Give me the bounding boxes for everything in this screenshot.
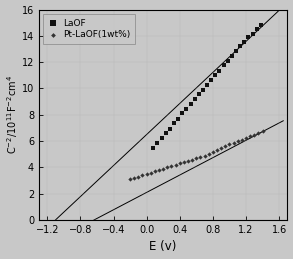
Pt-LaOF(1wt%)	[215, 148, 219, 152]
Pt-LaOF(1wt%)	[219, 146, 224, 150]
Pt-LaOF(1wt%)	[177, 161, 182, 166]
Pt-LaOF(1wt%)	[165, 165, 170, 169]
LaOF	[234, 49, 239, 53]
Pt-LaOF(1wt%)	[256, 131, 261, 135]
LaOF	[184, 107, 189, 111]
LaOF	[225, 59, 230, 63]
Pt-LaOF(1wt%)	[136, 175, 141, 179]
Pt-LaOF(1wt%)	[194, 156, 199, 160]
LaOF	[151, 146, 156, 150]
LaOF	[192, 97, 197, 101]
Pt-LaOF(1wt%)	[190, 157, 195, 162]
LaOF	[172, 121, 176, 125]
LaOF	[258, 23, 263, 27]
LaOF	[213, 73, 218, 77]
LaOF	[217, 69, 222, 73]
LaOF	[196, 92, 201, 96]
Pt-LaOF(1wt%)	[157, 168, 161, 172]
Pt-LaOF(1wt%)	[211, 149, 215, 154]
LaOF	[159, 136, 164, 141]
LaOF	[250, 32, 255, 36]
Pt-LaOF(1wt%)	[132, 176, 137, 180]
LaOF	[254, 27, 259, 31]
Pt-LaOF(1wt%)	[248, 134, 253, 139]
Pt-LaOF(1wt%)	[153, 169, 157, 174]
LaOF	[238, 44, 243, 48]
Pt-LaOF(1wt%)	[252, 132, 257, 136]
LaOF	[246, 35, 251, 39]
Pt-LaOF(1wt%)	[231, 141, 236, 145]
X-axis label: E (v): E (v)	[149, 240, 177, 254]
LaOF	[176, 117, 180, 121]
Pt-LaOF(1wt%)	[182, 160, 186, 164]
Pt-LaOF(1wt%)	[223, 144, 228, 148]
Pt-LaOF(1wt%)	[206, 152, 211, 156]
LaOF	[201, 88, 205, 92]
Pt-LaOF(1wt%)	[173, 163, 178, 167]
LaOF	[221, 63, 226, 68]
Pt-LaOF(1wt%)	[227, 142, 232, 146]
LaOF	[242, 40, 247, 44]
Pt-LaOF(1wt%)	[128, 177, 132, 181]
LaOF	[188, 102, 193, 106]
Pt-LaOF(1wt%)	[235, 139, 240, 143]
Pt-LaOF(1wt%)	[198, 155, 203, 159]
LaOF	[163, 131, 168, 135]
LaOF	[209, 78, 214, 82]
LaOF	[168, 127, 172, 131]
LaOF	[205, 82, 209, 87]
LaOF	[230, 54, 234, 58]
Y-axis label: C$^{-2}$/10$^{11}$F$^{-2}$cm$^{4}$: C$^{-2}$/10$^{11}$F$^{-2}$cm$^{4}$	[6, 75, 20, 154]
LaOF	[180, 111, 185, 116]
LaOF	[155, 141, 160, 145]
Legend: LaOF, Pt-LaOF(1wt%): LaOF, Pt-LaOF(1wt%)	[43, 14, 135, 44]
Pt-LaOF(1wt%)	[149, 171, 153, 175]
Pt-LaOF(1wt%)	[260, 129, 265, 133]
Pt-LaOF(1wt%)	[202, 154, 207, 158]
Pt-LaOF(1wt%)	[244, 136, 248, 140]
Pt-LaOF(1wt%)	[186, 159, 190, 163]
Pt-LaOF(1wt%)	[169, 164, 174, 168]
Pt-LaOF(1wt%)	[140, 173, 145, 177]
Pt-LaOF(1wt%)	[239, 138, 244, 142]
Pt-LaOF(1wt%)	[144, 172, 149, 176]
Pt-LaOF(1wt%)	[161, 167, 166, 171]
